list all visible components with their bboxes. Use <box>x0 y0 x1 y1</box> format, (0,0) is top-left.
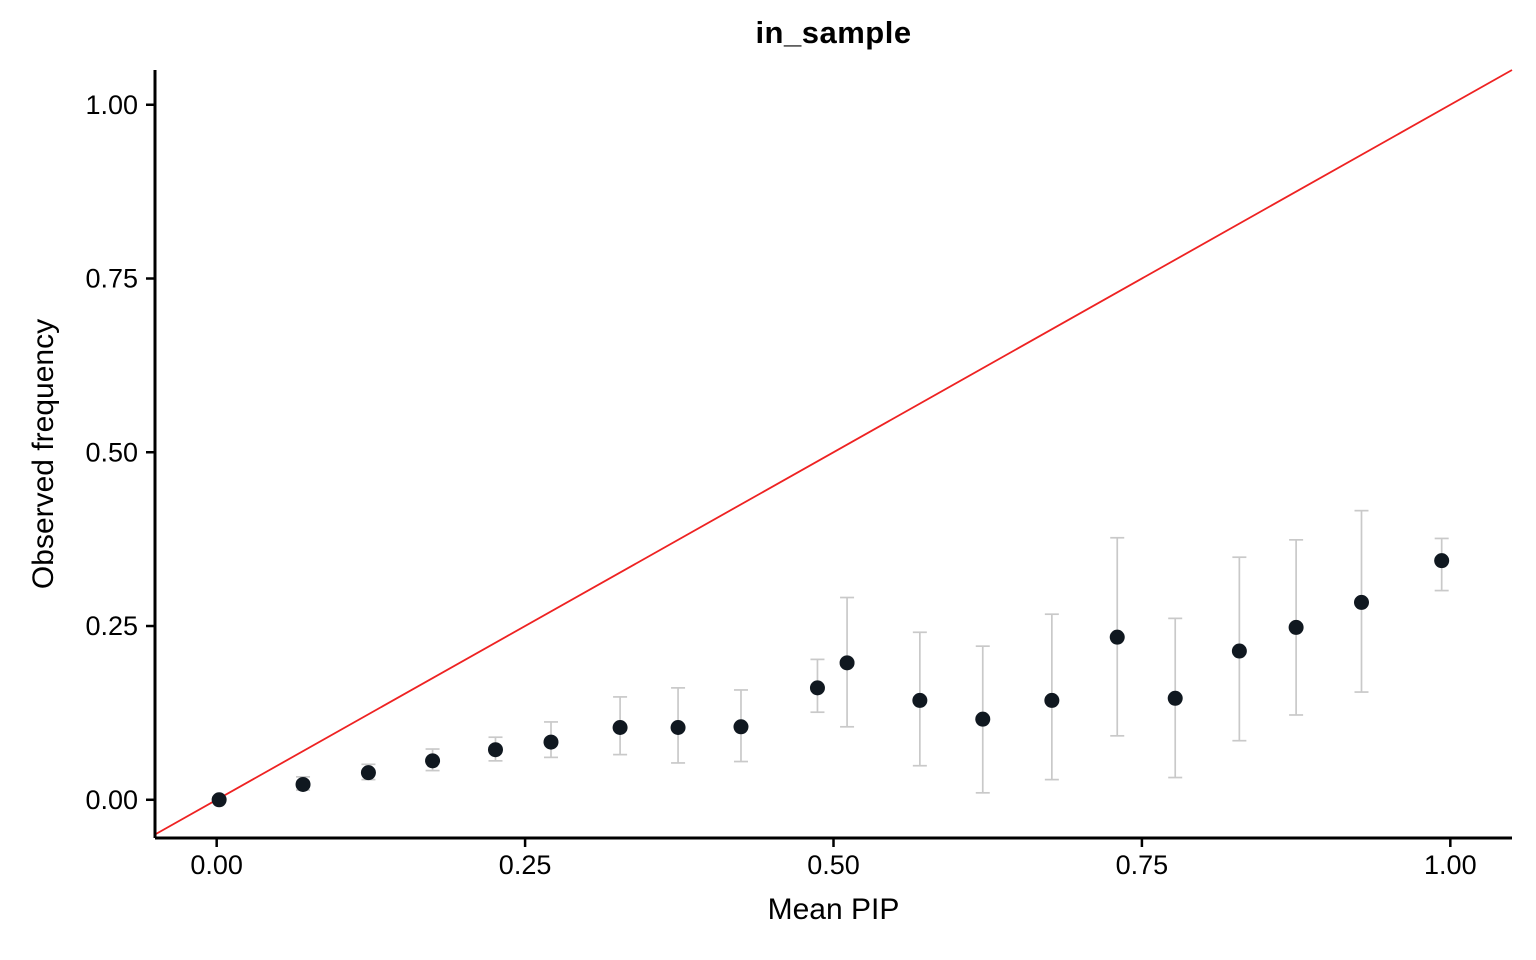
data-point <box>1044 692 1060 708</box>
data-point <box>809 680 825 696</box>
data-point <box>839 655 855 671</box>
x-tick-label: 0.00 <box>190 850 243 880</box>
chart-title: in_sample <box>755 15 912 50</box>
data-point <box>612 719 628 735</box>
data-point <box>1353 594 1369 610</box>
data-point <box>360 765 376 781</box>
data-point <box>1434 553 1450 569</box>
y-tick-label: 0.50 <box>85 437 138 467</box>
y-tick-label: 0.00 <box>85 785 138 815</box>
data-point <box>295 776 311 792</box>
y-tick-label: 0.25 <box>85 611 138 641</box>
x-tick-label: 0.50 <box>807 850 860 880</box>
data-point <box>975 711 991 727</box>
data-point <box>1288 619 1304 635</box>
y-tick-label: 1.00 <box>85 90 138 120</box>
x-tick-label: 0.25 <box>499 850 552 880</box>
data-point <box>211 792 227 808</box>
identity-line <box>154 69 1513 836</box>
y-axis-title: Observed frequency <box>27 318 60 590</box>
x-axis-title: Mean PIP <box>767 893 900 926</box>
data-point <box>487 742 503 758</box>
data-point <box>425 753 441 769</box>
x-tick-label: 1.00 <box>1424 850 1477 880</box>
data-point <box>670 719 686 735</box>
data-point <box>1167 690 1183 706</box>
data-point <box>1231 643 1247 659</box>
data-point <box>543 734 559 750</box>
x-tick-label: 0.75 <box>1116 850 1169 880</box>
data-point <box>733 719 749 735</box>
y-tick-label: 0.75 <box>85 264 138 294</box>
data-point <box>912 692 928 708</box>
data-point <box>1109 629 1125 645</box>
